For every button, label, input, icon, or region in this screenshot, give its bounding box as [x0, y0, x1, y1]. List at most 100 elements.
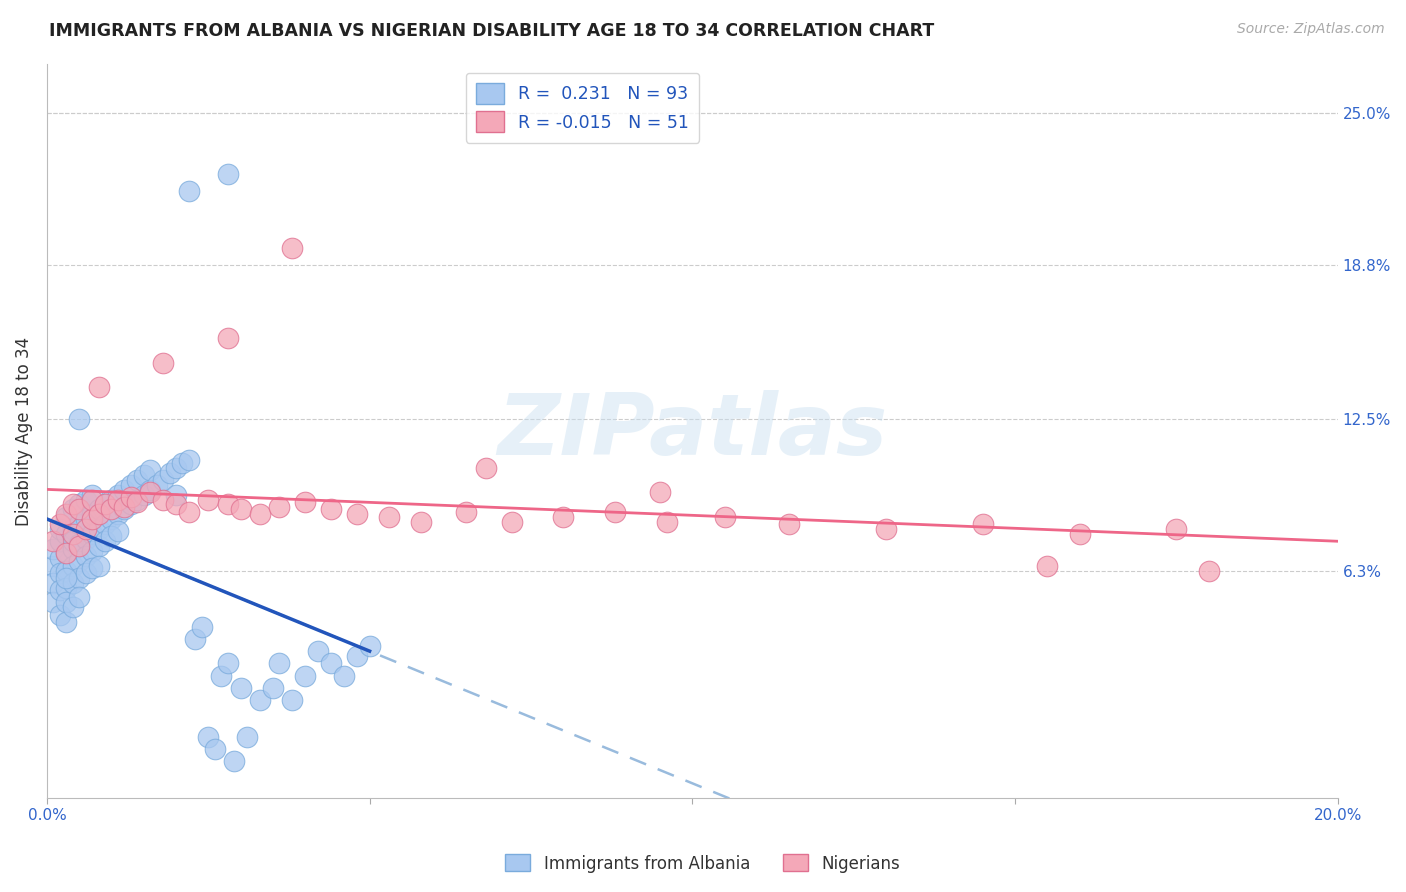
Point [177, 505, 200, 519]
Point [112, 502, 135, 516]
Point [177, 184, 200, 198]
Text: IMMIGRANTS FROM ALBANIA VS NIGERIAN DISABILITY AGE 18 TO 34 CORRELATION CHART: IMMIGRANTS FROM ALBANIA VS NIGERIAN DISA… [49, 22, 935, 40]
Point [62, 575, 84, 590]
Point [80, 544, 103, 558]
Point [55, 615, 77, 629]
Point [281, 241, 304, 255]
Point [172, 456, 194, 470]
Point [229, 502, 252, 516]
Point [159, 466, 181, 480]
Point [262, 681, 284, 695]
Point [49, 583, 72, 598]
Point [184, 632, 207, 646]
Point [62, 558, 84, 573]
Point [67, 554, 90, 568]
Point [55, 595, 77, 609]
Point [648, 485, 671, 500]
Point [191, 620, 214, 634]
Point [307, 644, 329, 658]
Point [49, 607, 72, 622]
Legend: Immigrants from Albania, Nigerians: Immigrants from Albania, Nigerians [499, 847, 907, 880]
Point [217, 657, 239, 671]
Point [972, 516, 994, 531]
Point [87, 508, 110, 522]
Point [346, 649, 368, 664]
Point [120, 498, 142, 512]
Point [62, 534, 84, 549]
Point [456, 505, 478, 519]
Point [67, 412, 90, 426]
Point [359, 640, 381, 654]
Point [139, 485, 162, 500]
Point [55, 546, 77, 560]
Point [55, 526, 77, 541]
Point [222, 755, 245, 769]
Point [152, 492, 174, 507]
Text: ZIPatlas: ZIPatlas [498, 390, 887, 473]
Point [107, 488, 129, 502]
Point [603, 505, 626, 519]
Point [112, 500, 135, 514]
Point [80, 526, 103, 541]
Point [1166, 522, 1188, 536]
Point [713, 509, 735, 524]
Point [139, 463, 162, 477]
Point [49, 534, 72, 549]
Legend: R =  0.231   N = 93, R = -0.015   N = 51: R = 0.231 N = 93, R = -0.015 N = 51 [465, 73, 699, 143]
Point [55, 546, 77, 560]
Point [411, 515, 433, 529]
Point [553, 509, 575, 524]
Point [67, 516, 90, 531]
Point [139, 483, 162, 497]
Point [62, 502, 84, 516]
Point [62, 600, 84, 615]
Point [269, 657, 291, 671]
Point [197, 730, 219, 744]
Point [100, 512, 122, 526]
Point [67, 498, 90, 512]
Point [217, 167, 239, 181]
Point [319, 657, 342, 671]
Point [107, 492, 129, 507]
Point [333, 669, 356, 683]
Point [80, 488, 103, 502]
Point [49, 516, 72, 531]
Point [55, 564, 77, 578]
Point [217, 498, 239, 512]
Point [249, 508, 271, 522]
Point [62, 541, 84, 556]
Point [655, 515, 678, 529]
Point [42, 558, 65, 573]
Point [132, 488, 155, 502]
Point [75, 492, 97, 507]
Point [55, 581, 77, 595]
Point [145, 478, 167, 492]
Point [87, 522, 110, 536]
Point [55, 508, 77, 522]
Point [100, 529, 122, 543]
Point [49, 551, 72, 566]
Point [346, 508, 368, 522]
Point [100, 492, 122, 507]
Point [67, 536, 90, 550]
Point [378, 509, 401, 524]
Point [319, 502, 342, 516]
Point [49, 522, 72, 536]
Point [75, 566, 97, 580]
Point [152, 355, 174, 369]
Point [177, 453, 200, 467]
Point [87, 558, 110, 573]
Point [75, 549, 97, 563]
Point [94, 498, 117, 512]
Point [80, 561, 103, 575]
Point [249, 693, 271, 707]
Point [229, 681, 252, 695]
Point [294, 495, 316, 509]
Text: Source: ZipAtlas.com: Source: ZipAtlas.com [1237, 22, 1385, 37]
Point [217, 331, 239, 345]
Point [100, 502, 122, 516]
Point [55, 571, 77, 585]
Point [281, 693, 304, 707]
Point [875, 522, 897, 536]
Point [127, 495, 149, 509]
